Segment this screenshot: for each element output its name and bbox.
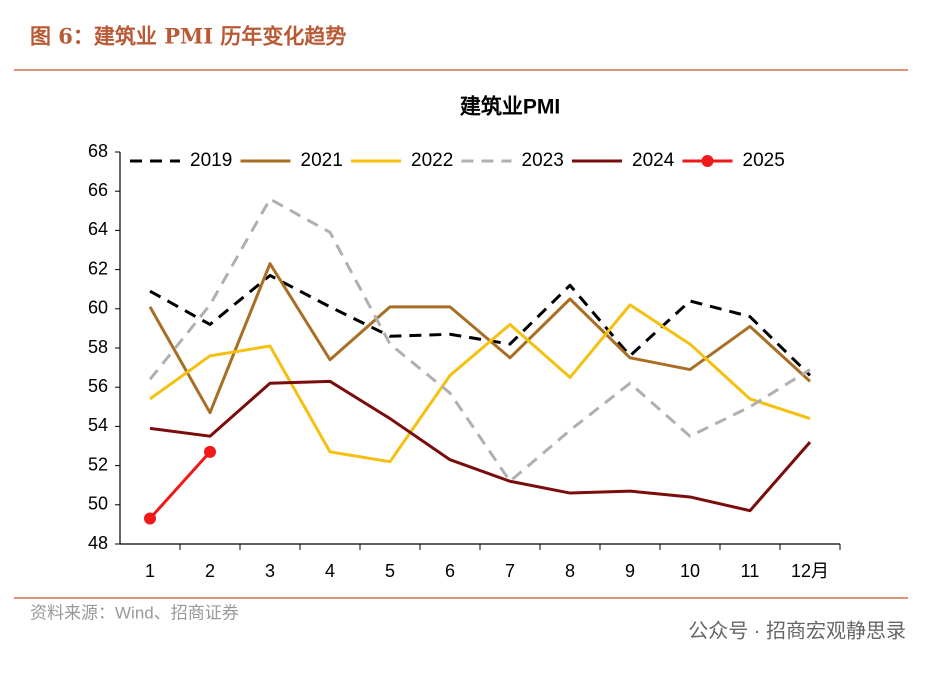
y-tick-label: 52 [88, 454, 108, 474]
x-tick-label: 10 [680, 561, 700, 581]
x-tick-label: 7 [505, 561, 515, 581]
point [144, 512, 156, 525]
series-line [149, 303, 811, 464]
chart-title: 建筑业PMI [460, 95, 560, 119]
series-line [148, 197, 811, 483]
y-tick-label: 66 [88, 180, 108, 200]
legend-label: 2019 [190, 150, 232, 171]
y-tick-label: 62 [88, 258, 108, 278]
y-tick-label: 54 [88, 415, 108, 435]
legend-label: 2022 [411, 150, 453, 171]
x-tick-label: 2 [205, 561, 215, 581]
source-note: 资料来源：Wind、招商证券 [30, 603, 239, 622]
legend-label: 2021 [301, 150, 343, 171]
legend-label: 2024 [632, 150, 675, 171]
x-tick-label: 4 [325, 561, 335, 581]
x-tick-label: 8 [565, 561, 575, 581]
y-tick-label: 58 [88, 337, 108, 357]
x-tick-label: 9 [625, 561, 635, 581]
x-tick-label: 12月 [791, 561, 829, 581]
series-line [149, 379, 812, 513]
page-title: 图 6：建筑业 PMI 历年变化趋势 [30, 24, 346, 49]
legend-marker [701, 155, 714, 167]
point [204, 445, 216, 458]
series-line [148, 450, 212, 520]
y-tick-label: 60 [88, 298, 108, 318]
y-tick-label: 48 [88, 533, 108, 553]
y-tick-label: 50 [88, 494, 108, 514]
x-tick-label: 5 [385, 561, 395, 581]
series-line [148, 262, 812, 415]
legend-label: 2023 [522, 150, 564, 171]
y-tick-label: 68 [88, 141, 108, 161]
x-tick-label: 3 [265, 561, 275, 581]
legend-label: 2025 [743, 150, 785, 171]
watermark: 公众号 · 招商宏观静思录 [688, 619, 906, 642]
x-tick-label: 11 [741, 561, 760, 581]
x-tick-label: 1 [145, 561, 155, 581]
y-tick-label: 64 [88, 219, 108, 239]
y-tick-label: 56 [88, 376, 108, 396]
series-line [149, 273, 812, 377]
x-tick-label: 6 [445, 561, 455, 581]
